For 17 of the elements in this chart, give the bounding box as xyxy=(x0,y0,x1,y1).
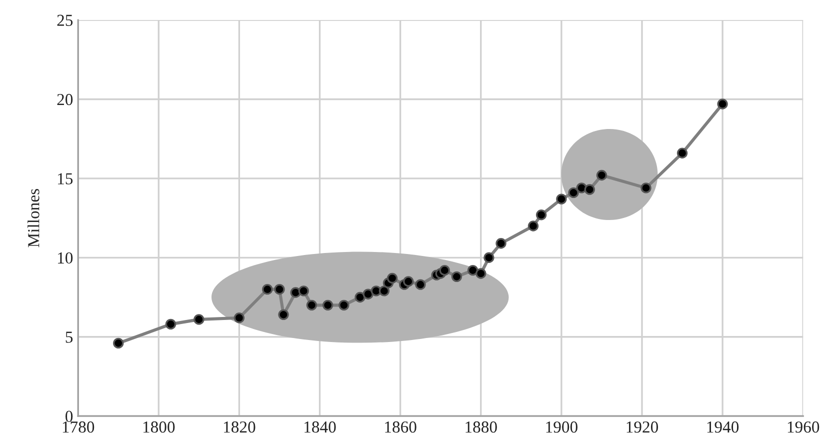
x-tick-label: 1900 xyxy=(546,421,578,433)
x-tick-label: 1960 xyxy=(788,421,820,433)
x-tick-label: 1820 xyxy=(224,421,256,433)
y-tick-label: 0 xyxy=(66,410,73,422)
x-tick-label: 1800 xyxy=(143,421,175,433)
y-tick-label: 10 xyxy=(58,252,73,264)
x-tick-label: 1940 xyxy=(707,421,739,433)
y-tick-label: 5 xyxy=(66,332,73,343)
y-tick-label: 20 xyxy=(57,94,73,106)
y-tick-label: 25 xyxy=(57,14,73,26)
x-tick-label: 1880 xyxy=(466,421,497,433)
y-axis-title: Millones xyxy=(28,189,40,248)
x-tick-label: 1920 xyxy=(626,421,658,433)
x-tick-label: 1840 xyxy=(304,421,336,433)
x-tick-label: 1780 xyxy=(62,421,94,433)
x-tick-label: 1860 xyxy=(385,421,416,433)
y-tick-label: 15 xyxy=(58,173,73,184)
